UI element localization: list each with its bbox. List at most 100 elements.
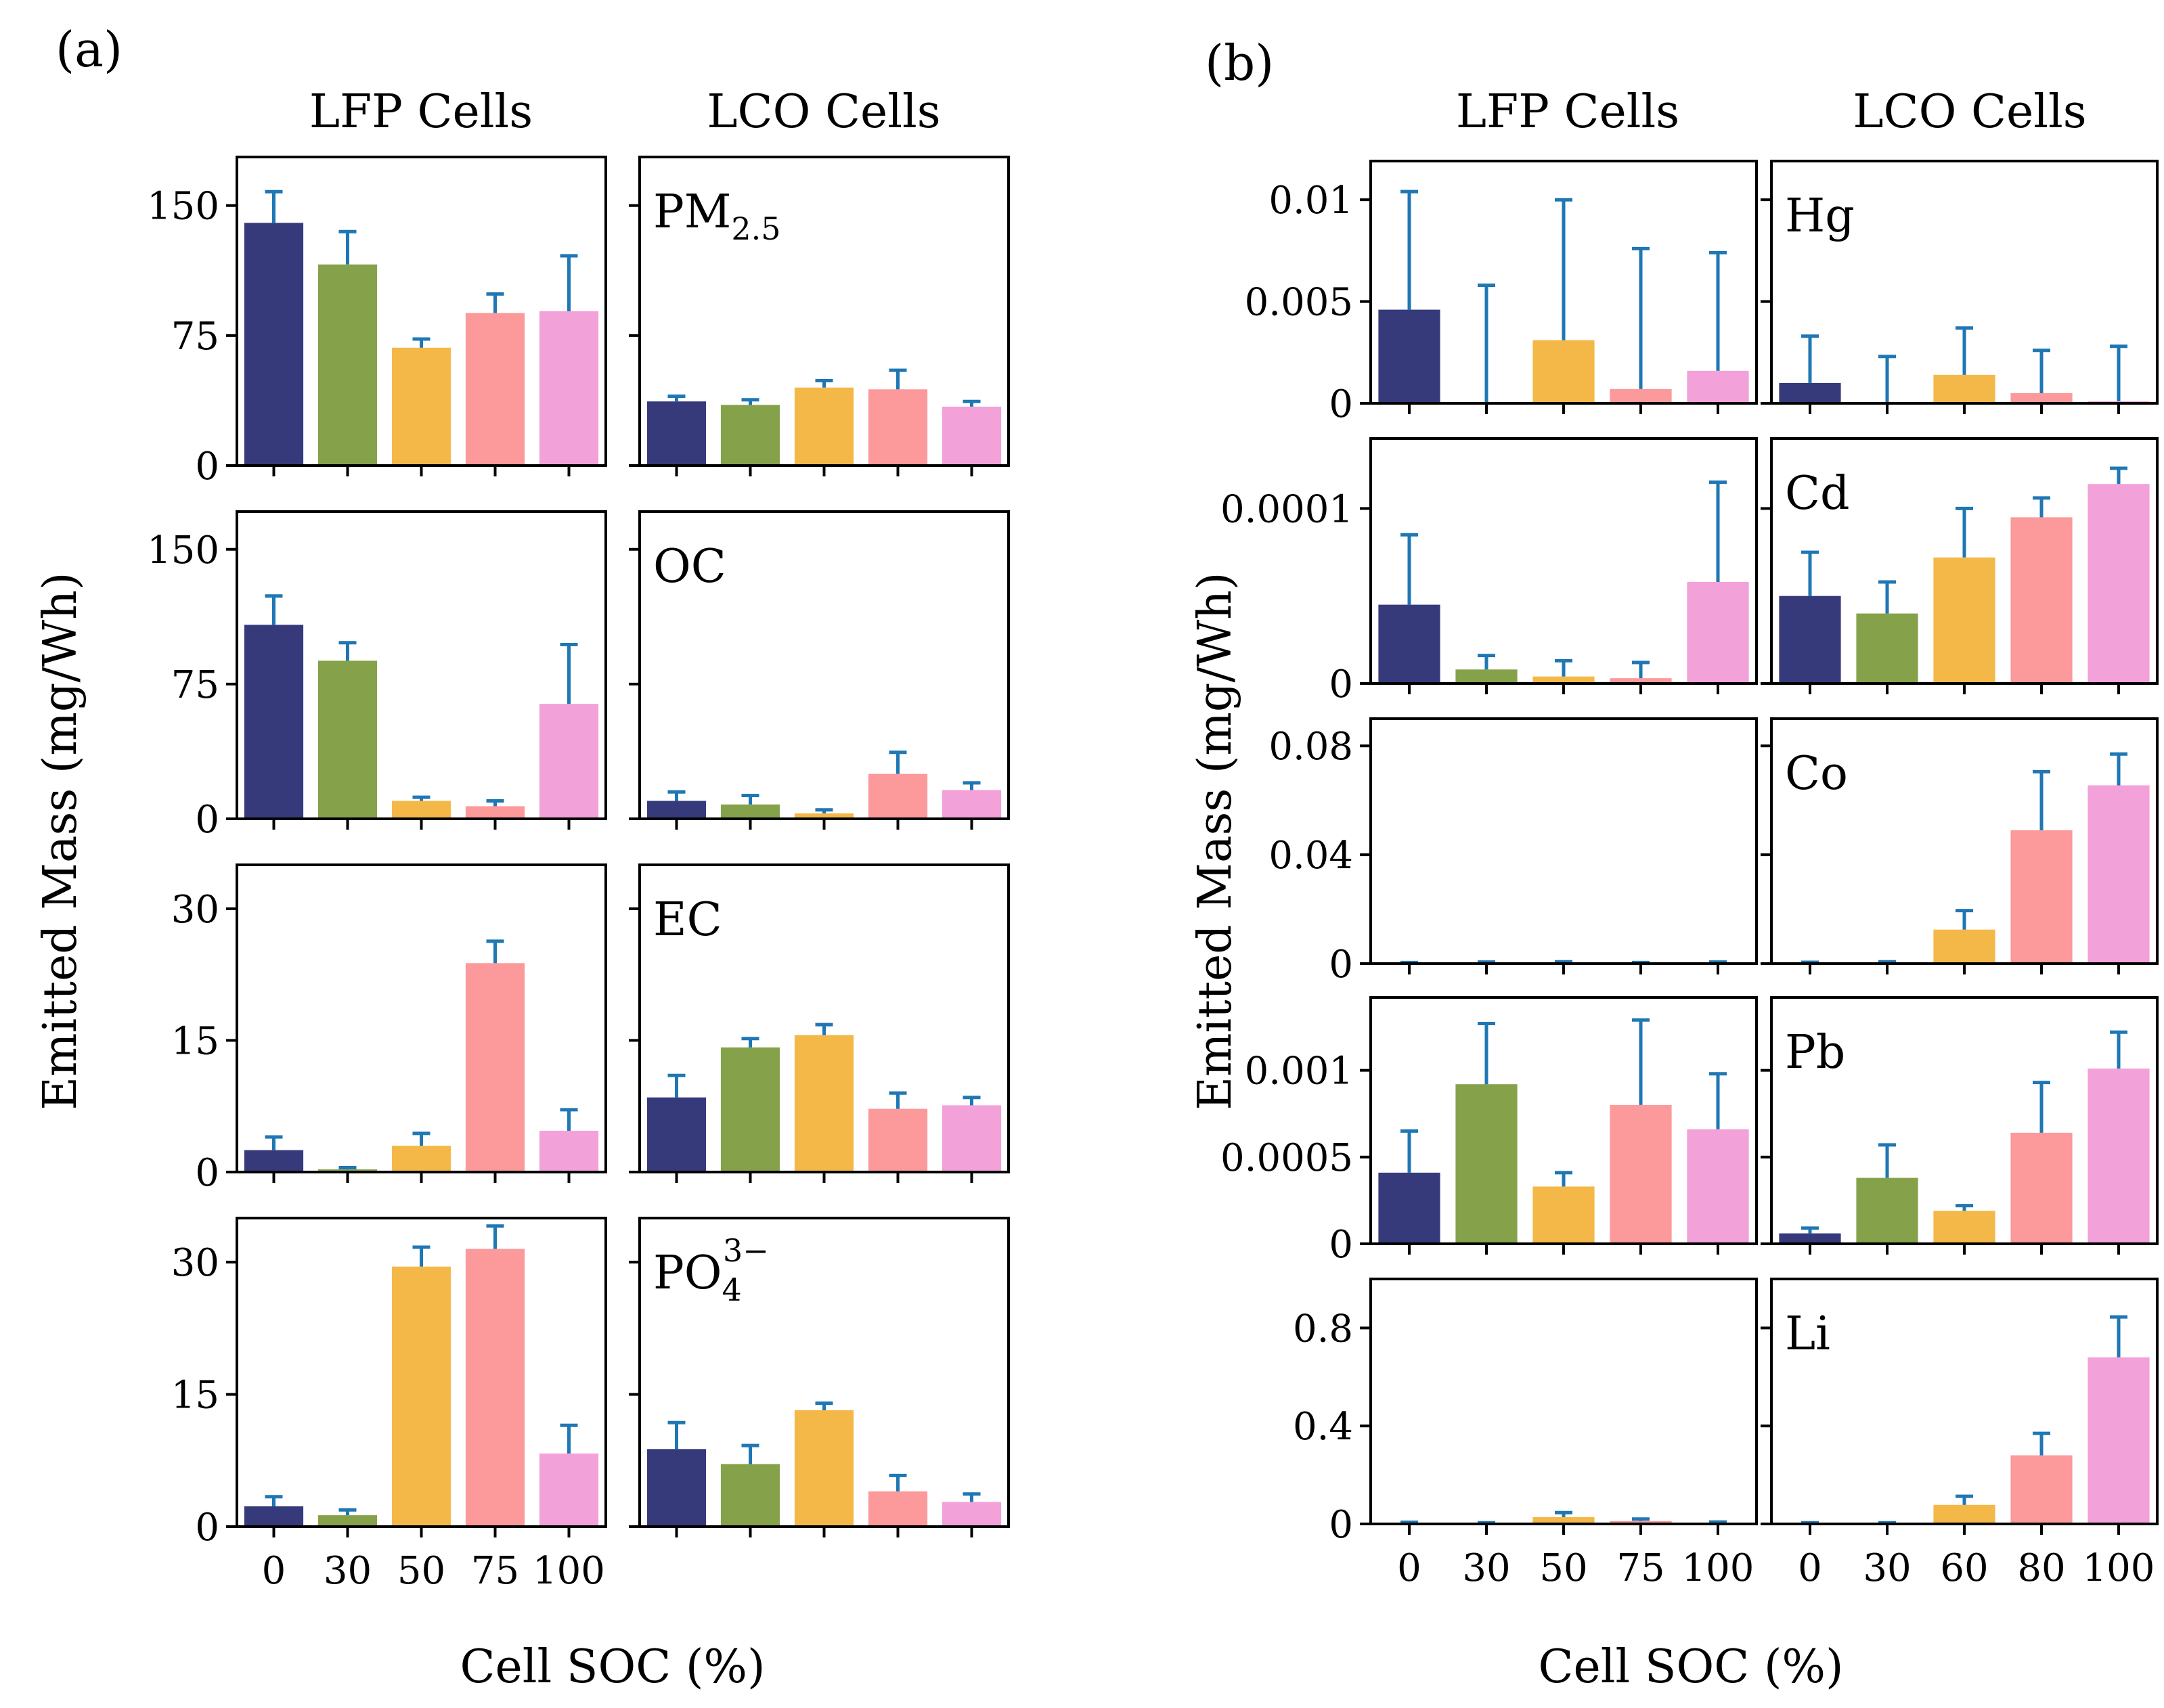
bar-0 <box>646 401 707 466</box>
bar-0 <box>1779 595 1841 683</box>
subplot-b-r1-c0: 0 0.0001 <box>1220 437 1758 706</box>
axes-frame <box>1770 437 2159 685</box>
bar-80 <box>2010 393 2073 403</box>
bar-30 <box>1455 1084 1518 1244</box>
panel-b-xlabel: Cell SOC (%) <box>1538 1640 1843 1694</box>
axes-frame <box>1369 996 1758 1245</box>
species-label: OC <box>653 540 726 593</box>
subplot-a-r1-c1: OC <box>629 510 1010 830</box>
axes-frame <box>236 510 607 820</box>
bar-100 <box>539 1131 599 1172</box>
bar-30 <box>317 1515 378 1527</box>
y-tick-label: 0.04 <box>1268 834 1353 878</box>
y-tick-label: 0 <box>1329 943 1353 987</box>
bar-75 <box>1610 1104 1672 1244</box>
x-tick-label: 80 <box>2017 1546 2065 1590</box>
x-tick-label: 75 <box>471 1549 519 1593</box>
x-tick-label: 100 <box>1682 1546 1754 1590</box>
bar-100 <box>1687 582 1749 683</box>
bar-80 <box>868 773 928 819</box>
subplot-b-r3-c0: 0 0.0005 0.001 <box>1220 996 1758 1267</box>
panel-a-label: (a) <box>56 21 123 78</box>
bar-60 <box>794 1410 854 1527</box>
subplot-a-r1-c0: 0 75 150 <box>147 510 607 842</box>
y-tick-label: 0.8 <box>1293 1307 1353 1351</box>
bar-75 <box>1610 1521 1672 1524</box>
subplot-b-r0-c0: 0 0.005 0.01 <box>1245 160 1758 426</box>
species-label: Li <box>1785 1307 1830 1361</box>
bar-50 <box>391 1266 451 1527</box>
bar-30 <box>317 660 378 819</box>
panel-a-lco-title: LCO Cells <box>707 85 940 139</box>
species-label: Pb <box>1785 1026 1845 1079</box>
y-tick-label: 30 <box>171 888 219 932</box>
x-tick-label: 60 <box>1940 1546 1988 1590</box>
bar-0 <box>244 223 304 466</box>
x-tick-label: 50 <box>1539 1546 1587 1590</box>
bar-0 <box>244 625 304 819</box>
x-tick-label: 50 <box>397 1549 445 1593</box>
bar-50 <box>1532 1516 1595 1524</box>
bar-75 <box>465 1249 525 1527</box>
bar-0 <box>646 801 707 819</box>
axes-frame <box>1369 160 1758 405</box>
species-label: PM2.5 <box>653 185 781 247</box>
y-tick-label: 0.4 <box>1293 1405 1353 1449</box>
bar-100 <box>1687 1129 1749 1244</box>
axes-frame <box>236 863 607 1173</box>
subplot-a-r0-c0: 0 75 150 <box>147 156 607 489</box>
y-tick-label: 15 <box>171 1374 219 1418</box>
bar-50 <box>1532 676 1595 683</box>
subplot-b-r2-c0: 0 0.04 0.08 <box>1268 717 1758 987</box>
species-label: Cd <box>1785 467 1850 520</box>
bar-80 <box>868 1491 928 1527</box>
y-tick-label: 0.001 <box>1245 1050 1353 1094</box>
bar-100 <box>942 1105 1002 1172</box>
bar-60 <box>794 1035 854 1172</box>
y-tick-label: 150 <box>147 529 219 572</box>
bar-75 <box>465 313 525 466</box>
x-tick-label: 100 <box>533 1549 605 1593</box>
bar-0 <box>1779 382 1841 403</box>
bar-0 <box>244 1150 304 1172</box>
x-tick-label: 30 <box>1863 1546 1911 1590</box>
y-tick-label: 0 <box>1329 1223 1353 1267</box>
axes-frame <box>1369 717 1758 965</box>
axes-frame <box>1369 1278 1758 1525</box>
bar-100 <box>2088 1069 2150 1244</box>
bar-80 <box>2010 1455 2073 1524</box>
x-tick-label: 30 <box>324 1549 372 1593</box>
y-tick-label: 0 <box>195 798 219 842</box>
y-tick-label: 0 <box>1329 382 1353 426</box>
bar-75 <box>1610 678 1672 683</box>
subplot-b-r4-c1: 0 30 60 80 100 Li <box>1761 1278 2159 1590</box>
bar-60 <box>1933 374 1995 403</box>
bar-30 <box>1856 1177 1918 1244</box>
subplot-a-r0-c1: PM2.5 <box>629 156 1010 476</box>
bar-0 <box>1779 1233 1841 1244</box>
bar-100 <box>539 704 599 819</box>
x-tick-label: 0 <box>262 1549 286 1593</box>
bar-100 <box>942 790 1002 819</box>
subplot-a-r2-c1: EC <box>629 863 1010 1183</box>
bar-100 <box>2088 1357 2150 1524</box>
y-tick-label: 0 <box>195 1506 219 1550</box>
bar-30 <box>1455 669 1518 683</box>
subplot-a-r3-c0: 0 15 30 0 30 50 75 100 <box>171 1217 607 1593</box>
bar-30 <box>720 804 780 819</box>
bar-100 <box>539 1453 599 1527</box>
x-tick-label: 0 <box>1798 1546 1822 1590</box>
bar-30 <box>317 264 378 466</box>
axes-frame <box>1369 437 1758 685</box>
subplot-b-r3-c1: Pb <box>1761 996 2159 1255</box>
x-tick-label: 75 <box>1616 1546 1664 1590</box>
bar-100 <box>942 406 1002 466</box>
axes-frame <box>1770 160 2159 405</box>
bar-50 <box>391 1146 451 1172</box>
bar-100 <box>539 311 599 466</box>
bar-50 <box>391 801 451 819</box>
y-tick-label: 75 <box>171 663 219 707</box>
bar-60 <box>794 387 854 466</box>
panel-b-ylabel: Emitted Mass (mg/Wh) <box>1189 572 1242 1110</box>
y-tick-label: 30 <box>171 1241 219 1285</box>
